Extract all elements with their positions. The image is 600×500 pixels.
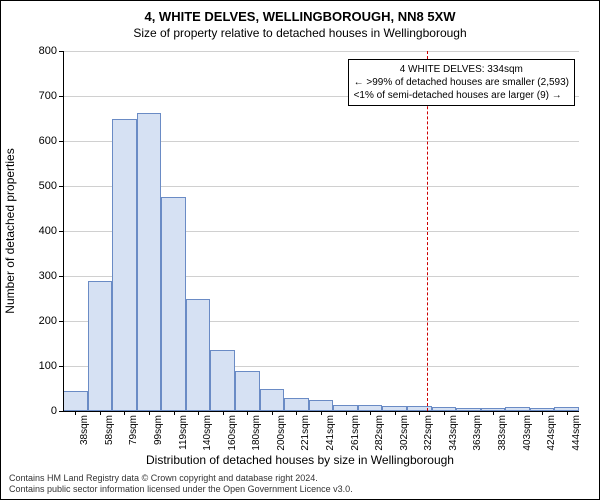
- x-tick-label: 322sqm: [423, 415, 434, 457]
- y-tick-mark: [59, 276, 63, 277]
- y-tick-mark: [59, 141, 63, 142]
- x-tick-label: 302sqm: [399, 415, 410, 457]
- y-tick-label: 0: [25, 405, 57, 417]
- histogram-bar: [88, 281, 113, 412]
- histogram-bar: [137, 113, 162, 411]
- histogram-bar: [235, 371, 260, 412]
- x-tick-label: 424sqm: [546, 415, 557, 457]
- x-tick-label: 119sqm: [178, 415, 189, 457]
- x-tick-mark: [395, 411, 396, 415]
- y-tick-mark: [59, 186, 63, 187]
- histogram-bar: [260, 389, 285, 412]
- x-tick-label: 58sqm: [104, 415, 115, 457]
- grid-line: [63, 51, 579, 52]
- footer-line2: Contains public sector information licen…: [9, 484, 353, 495]
- x-tick-mark: [174, 411, 175, 415]
- x-tick-label: 180sqm: [251, 415, 262, 457]
- footer-line1: Contains HM Land Registry data © Crown c…: [9, 473, 353, 484]
- x-tick-mark: [149, 411, 150, 415]
- x-tick-mark: [493, 411, 494, 415]
- x-tick-label: 160sqm: [227, 415, 238, 457]
- annotation-line2: ← >99% of detached houses are smaller (2…: [354, 76, 569, 89]
- x-tick-label: 140sqm: [202, 415, 213, 457]
- chart-title-main: 4, WHITE DELVES, WELLINGBOROUGH, NN8 5XW: [1, 1, 599, 24]
- x-tick-label: 444sqm: [571, 415, 582, 457]
- y-tick-label: 500: [25, 180, 57, 192]
- chart-container: 4, WHITE DELVES, WELLINGBOROUGH, NN8 5XW…: [0, 0, 600, 500]
- y-axis-line: [63, 51, 64, 411]
- x-tick-mark: [296, 411, 297, 415]
- histogram-bar: [63, 391, 88, 411]
- histogram-bar: [112, 119, 137, 412]
- x-tick-label: 79sqm: [128, 415, 139, 457]
- y-tick-mark: [59, 366, 63, 367]
- y-tick-label: 400: [25, 225, 57, 237]
- x-tick-mark: [198, 411, 199, 415]
- x-tick-mark: [346, 411, 347, 415]
- histogram-bar: [309, 400, 334, 411]
- x-tick-label: 241sqm: [325, 415, 336, 457]
- x-tick-label: 200sqm: [276, 415, 287, 457]
- histogram-bar: [186, 299, 211, 411]
- x-tick-mark: [419, 411, 420, 415]
- x-tick-label: 221sqm: [300, 415, 311, 457]
- x-tick-mark: [321, 411, 322, 415]
- y-tick-label: 600: [25, 135, 57, 147]
- x-tick-label: 261sqm: [350, 415, 361, 457]
- y-tick-label: 300: [25, 270, 57, 282]
- annotation-box: 4 WHITE DELVES: 334sqm ← >99% of detache…: [348, 59, 575, 106]
- x-tick-label: 403sqm: [522, 415, 533, 457]
- x-tick-mark: [223, 411, 224, 415]
- x-tick-mark: [272, 411, 273, 415]
- x-tick-mark: [518, 411, 519, 415]
- y-tick-mark: [59, 231, 63, 232]
- x-tick-mark: [542, 411, 543, 415]
- annotation-line3: <1% of semi-detached houses are larger (…: [354, 89, 569, 102]
- x-tick-label: 282sqm: [374, 415, 385, 457]
- y-tick-mark: [59, 411, 63, 412]
- x-tick-mark: [124, 411, 125, 415]
- x-tick-mark: [444, 411, 445, 415]
- x-axis-label: Distribution of detached houses by size …: [1, 453, 599, 467]
- y-tick-label: 800: [25, 45, 57, 57]
- x-tick-mark: [75, 411, 76, 415]
- histogram-bar: [284, 398, 309, 411]
- y-tick-mark: [59, 51, 63, 52]
- x-tick-mark: [100, 411, 101, 415]
- y-tick-mark: [59, 96, 63, 97]
- chart-title-sub: Size of property relative to detached ho…: [1, 24, 599, 40]
- x-tick-label: 383sqm: [497, 415, 508, 457]
- x-tick-label: 343sqm: [448, 415, 459, 457]
- y-tick-label: 100: [25, 360, 57, 372]
- y-tick-label: 700: [25, 90, 57, 102]
- annotation-line1: 4 WHITE DELVES: 334sqm: [354, 63, 569, 76]
- histogram-bar: [210, 350, 235, 411]
- y-axis-label: Number of detached properties: [3, 148, 17, 313]
- x-tick-mark: [247, 411, 248, 415]
- x-tick-label: 38sqm: [79, 415, 90, 457]
- x-tick-mark: [370, 411, 371, 415]
- histogram-bar: [161, 197, 186, 411]
- x-tick-label: 363sqm: [472, 415, 483, 457]
- footer: Contains HM Land Registry data © Crown c…: [9, 473, 353, 495]
- x-tick-mark: [567, 411, 568, 415]
- x-tick-label: 99sqm: [153, 415, 164, 457]
- x-tick-mark: [468, 411, 469, 415]
- y-tick-mark: [59, 321, 63, 322]
- y-tick-label: 200: [25, 315, 57, 327]
